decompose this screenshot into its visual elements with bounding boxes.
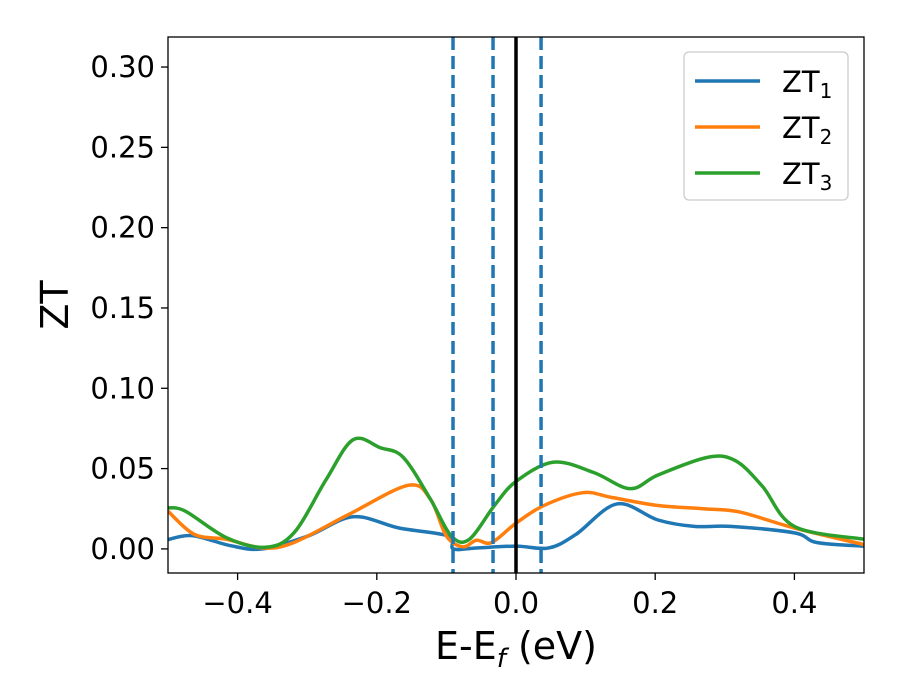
series-line-zt3 [168, 436, 864, 550]
y-tick-label: 0.25 [90, 130, 155, 164]
y-tick-label: 0.10 [90, 371, 155, 405]
x-tick-label: −0.2 [342, 586, 412, 620]
legend-label-zt3: ZT3 [782, 157, 832, 195]
y-tick-label: 0.00 [90, 532, 155, 566]
legend-label-zt2: ZT2 [782, 111, 832, 149]
x-tick-label: 0.4 [771, 586, 817, 620]
x-tick-label: 0.2 [632, 586, 678, 620]
y-axis-label: ZT [33, 280, 77, 330]
y-tick-label: 0.20 [90, 211, 155, 245]
x-tick-label: 0.0 [493, 586, 539, 620]
x-axis-label: E-Ef (eV) [435, 624, 597, 674]
legend-label-zt1: ZT1 [782, 65, 832, 103]
legend: ZT1 ZT2 ZT3 [683, 51, 849, 201]
y-tick-label: 0.15 [90, 291, 155, 325]
x-tick-label: −0.4 [202, 586, 272, 620]
y-tick-label: 0.30 [90, 50, 155, 84]
y-tick-label: 0.05 [90, 452, 155, 486]
